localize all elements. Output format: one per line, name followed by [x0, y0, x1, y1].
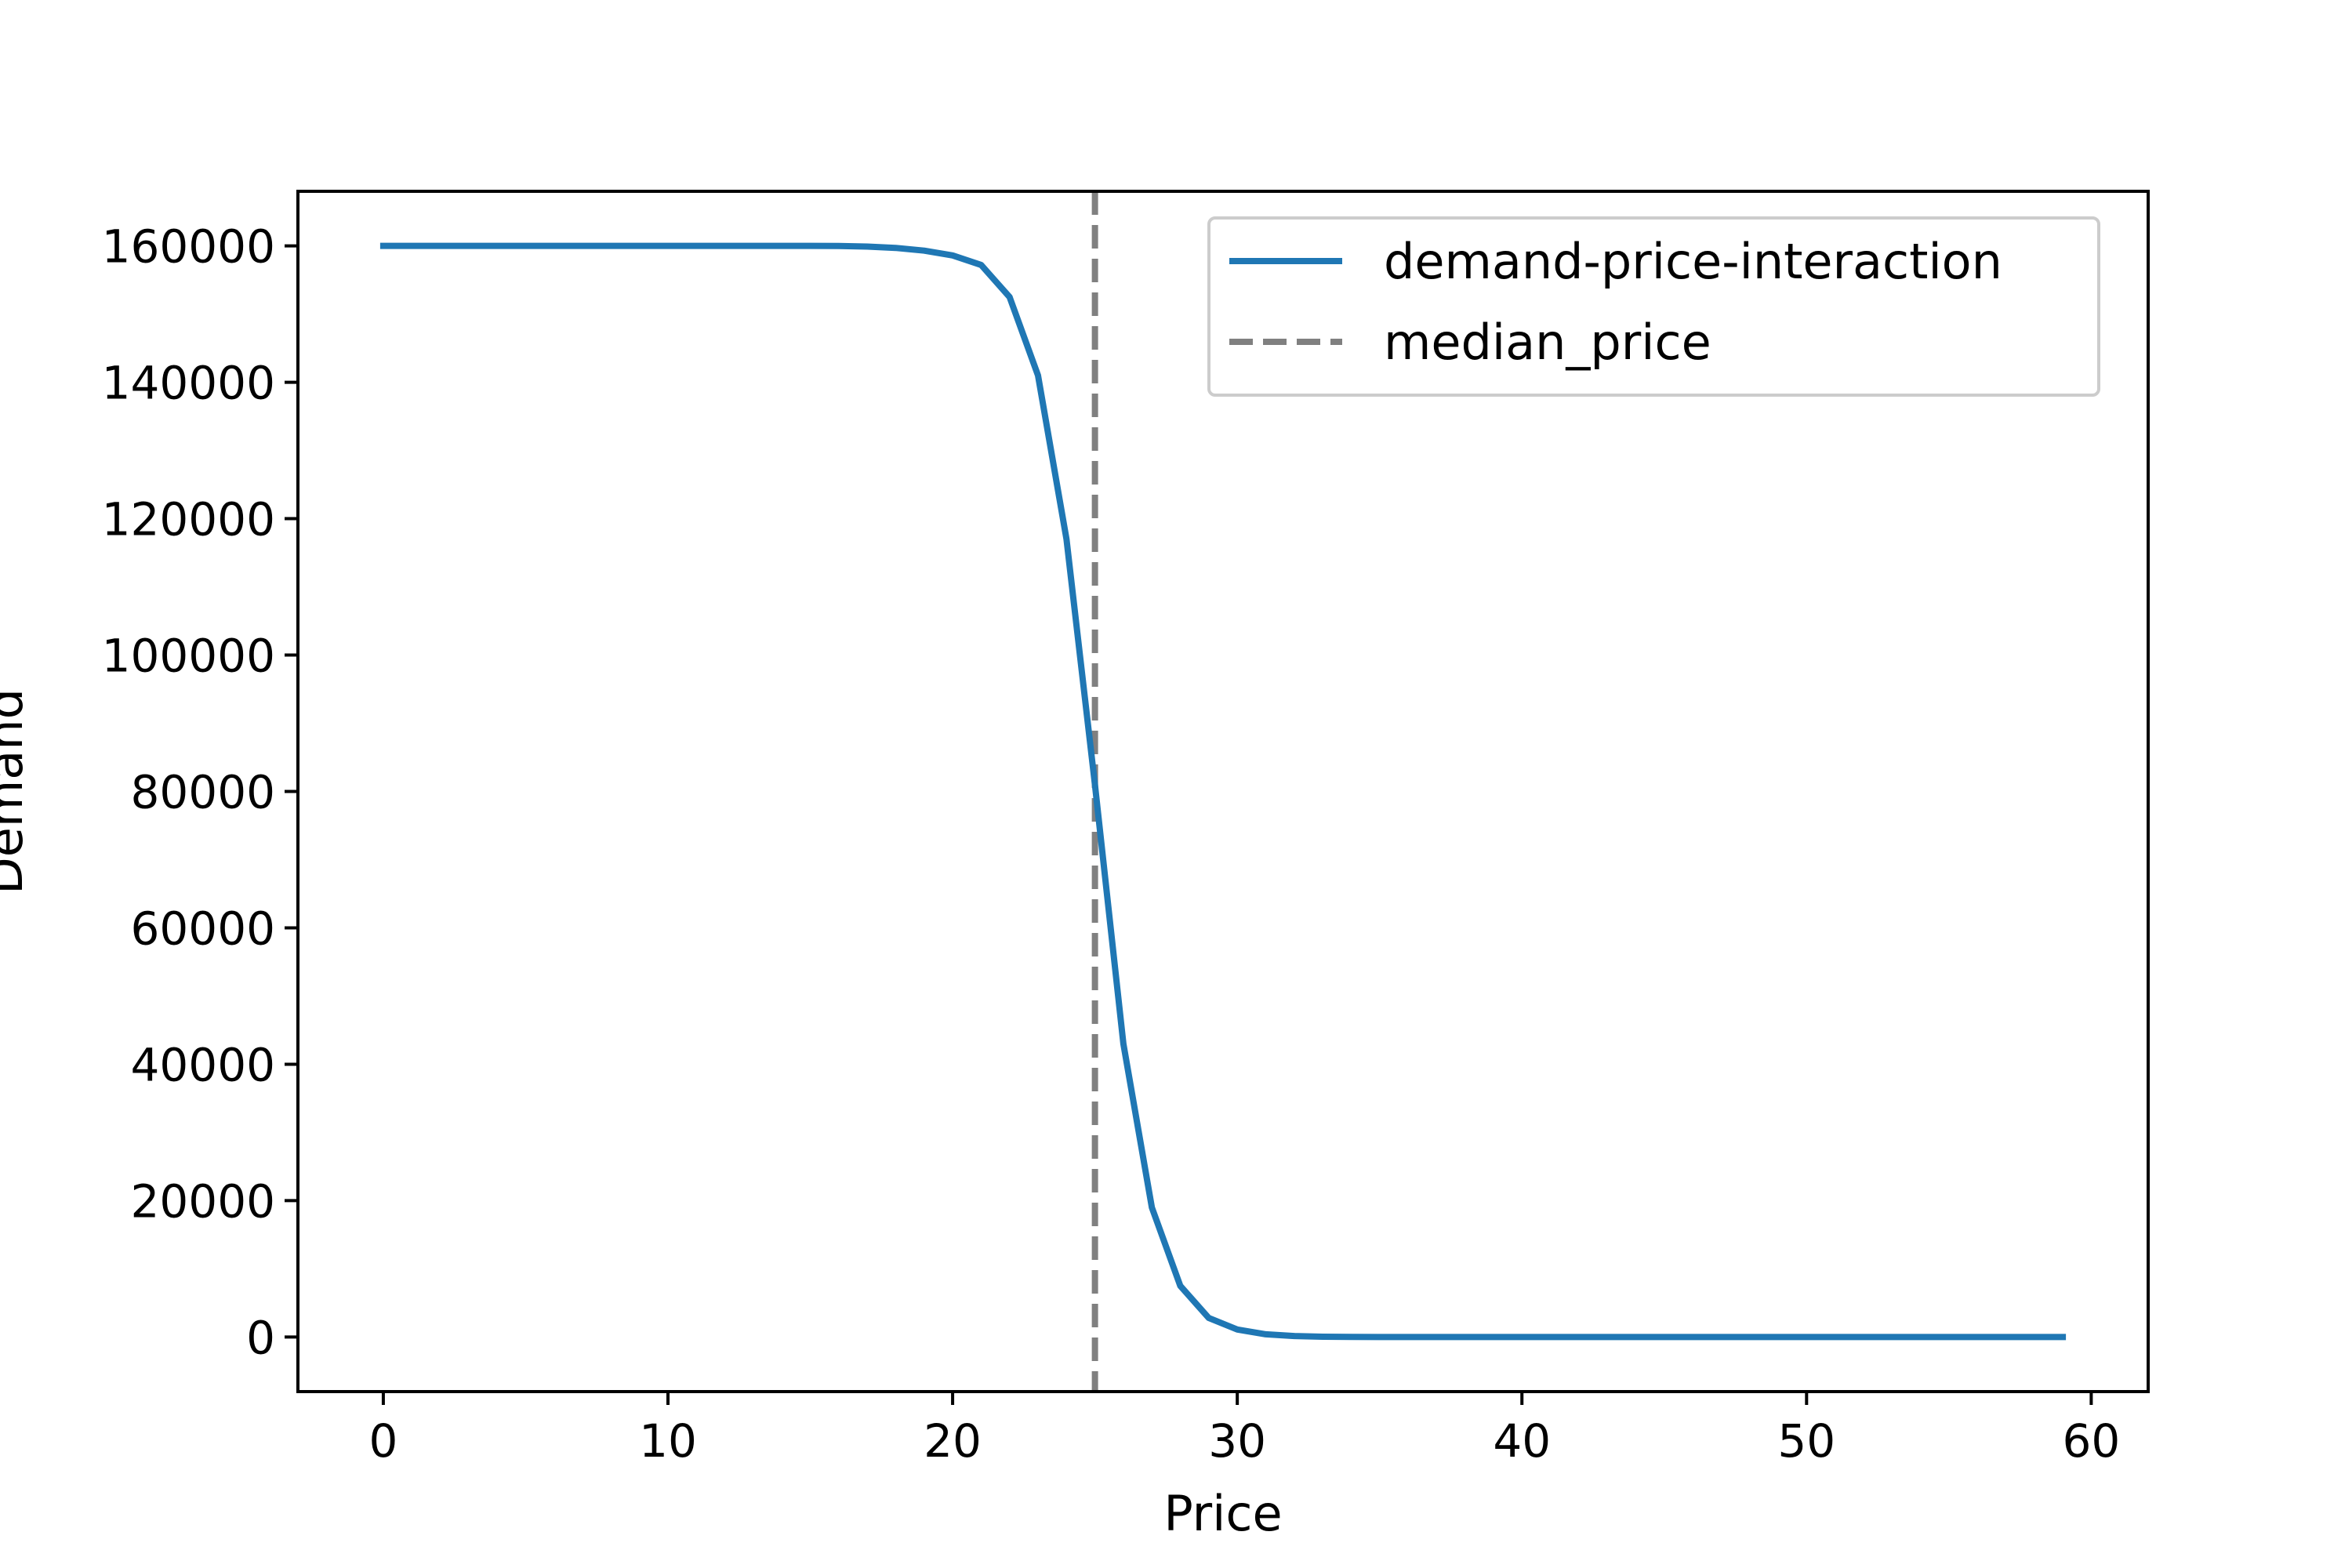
legend-label-median-price: median_price — [1384, 314, 1711, 371]
demand-price-interaction-line — [379, 242, 2067, 1341]
y-tick-label: 100000 — [102, 630, 275, 683]
y-tick-label: 0 — [246, 1311, 275, 1364]
plot-area — [379, 191, 2067, 1392]
y-tick-label: 120000 — [102, 493, 275, 546]
y-tick-label: 40000 — [130, 1038, 275, 1091]
x-tick-label: 60 — [2062, 1414, 2120, 1468]
legend-box — [1207, 216, 2100, 397]
legend: demand-price-interaction median_price — [1207, 216, 2100, 397]
x-tick-label: 10 — [639, 1414, 697, 1468]
y-tick-label: 20000 — [130, 1174, 275, 1228]
y-tick-label: 140000 — [102, 357, 275, 410]
y-tick-label: 60000 — [130, 902, 275, 955]
x-tick-label: 30 — [1208, 1414, 1266, 1468]
x-axis: 0 10 20 30 40 50 60 — [368, 1392, 2120, 1468]
y-tick-label: 160000 — [102, 220, 275, 274]
y-tick-label: 80000 — [130, 766, 275, 819]
legend-label-demand: demand-price-interaction — [1384, 233, 2002, 290]
x-tick-label: 0 — [368, 1414, 397, 1468]
y-axis: 0 20000 40000 60000 80000 100000 120000 140000 1… — [102, 220, 298, 1364]
y-axis-label: Demand — [0, 688, 34, 895]
x-tick-label: 20 — [924, 1414, 982, 1468]
x-tick-label: 50 — [1777, 1414, 1835, 1468]
x-tick-label: 40 — [1493, 1414, 1551, 1468]
x-axis-label: Price — [1163, 1485, 1282, 1542]
